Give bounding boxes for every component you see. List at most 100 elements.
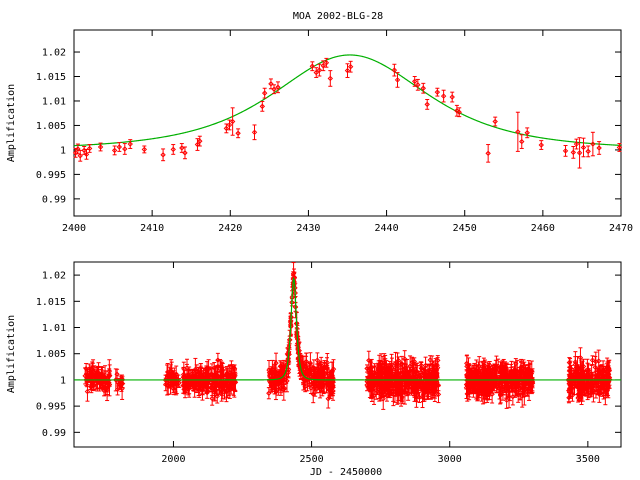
bottom-data-point: [308, 382, 314, 395]
bottom-ytick-label: 0.995: [36, 402, 66, 413]
top-ytick-label: 1: [60, 145, 66, 156]
top-ytick-label: 1.02: [42, 48, 66, 59]
top-data-point: [596, 141, 602, 155]
bottom-data-point: [606, 369, 613, 386]
top-model-curve: [73, 54, 622, 147]
bottom-xtick-label: 3000: [438, 454, 462, 465]
top-panel: 0.99 0.995 1 1.005 1.01 1.015 1.02 2400 2410 2420…: [6, 29, 633, 234]
bottom-data-point: [395, 356, 402, 365]
top-data-point: [485, 144, 491, 163]
bottom-data-point: [170, 370, 177, 393]
top-data-point: [75, 143, 81, 155]
top-data-point: [127, 139, 133, 149]
top-data-point: [538, 140, 545, 150]
bottom-data-point: [422, 378, 428, 401]
bottom-data-point: [369, 375, 375, 386]
top-xtick-label: 2440: [375, 223, 399, 234]
top-ytick-label: 1.01: [42, 96, 66, 107]
top-data-point: [492, 116, 498, 127]
bottom-data-point: [593, 351, 599, 372]
bottom-data-point: [228, 376, 234, 390]
bottom-data-point: [571, 377, 578, 396]
top-data-point: [323, 57, 330, 68]
bottom-data-point: [589, 355, 596, 366]
top-data-point: [580, 137, 587, 158]
chart-title: MOA 2002-BLG-28: [293, 11, 383, 22]
bottom-data-point: [512, 374, 519, 397]
bottom-model-curve: [74, 276, 621, 381]
top-data-point: [229, 107, 236, 136]
top-data-point: [275, 81, 281, 94]
top-data-point: [111, 145, 118, 156]
bottom-xtick-label: 2500: [300, 454, 324, 465]
bottom-data-point: [314, 374, 320, 387]
top-data-point: [313, 67, 319, 78]
top-data-point: [77, 149, 83, 162]
bottom-ytick-label: 1: [60, 375, 66, 386]
top-data-point: [524, 127, 530, 139]
top-data-point: [309, 61, 316, 72]
top-data-point: [271, 84, 277, 95]
top-data-point: [182, 146, 188, 160]
top-data-point: [456, 107, 462, 118]
top-data-point: [259, 100, 266, 112]
top-data-point: [449, 91, 455, 103]
top-data-point: [394, 72, 401, 88]
top-data-point: [576, 137, 583, 169]
bottom-data-point: [518, 358, 524, 376]
bottom-data-point: [278, 380, 284, 396]
bottom-data-point: [601, 366, 607, 375]
bottom-data-point: [428, 383, 434, 395]
top-data-point: [347, 60, 354, 73]
bottom-data-point: [408, 377, 415, 396]
bottom-data-point: [214, 365, 221, 386]
bottom-data-point: [508, 370, 515, 378]
top-xtick-label: 2450: [453, 223, 477, 234]
top-data-point: [179, 143, 185, 153]
top-data-point: [411, 76, 418, 87]
bottom-xtick-label: 2000: [161, 454, 185, 465]
bottom-ytick-label: 1.005: [36, 349, 66, 360]
top-xtick-label: 2430: [296, 223, 320, 234]
bottom-data-point: [422, 356, 429, 375]
bottom-data-point: [407, 355, 413, 377]
top-data-point: [86, 144, 93, 153]
bottom-data-point: [195, 377, 202, 387]
top-plot-area: [73, 29, 622, 217]
top-data-point: [515, 111, 521, 152]
top-data-point: [344, 63, 351, 78]
bottom-data-point: [369, 389, 375, 402]
bottom-data-point: [464, 375, 470, 395]
top-data-point: [223, 123, 230, 134]
bottom-data-point: [431, 372, 438, 393]
bottom-data-point: [418, 361, 425, 370]
bottom-data-point: [219, 361, 225, 383]
top-data-point: [141, 145, 148, 154]
top-xtick-label: 2470: [609, 223, 633, 234]
top-data-point: [420, 82, 427, 94]
bottom-data-points: [82, 262, 613, 410]
top-data-point: [434, 87, 441, 97]
top-data-point: [316, 63, 323, 77]
bottom-data-point: [569, 388, 576, 402]
bottom-data-point: [99, 375, 105, 390]
bottom-data-point: [435, 355, 441, 366]
bottom-xtick-label: 3500: [576, 454, 600, 465]
bottom-data-point: [102, 371, 108, 385]
bottom-data-point: [577, 383, 583, 394]
bottom-data-point: [388, 353, 395, 376]
top-data-point: [170, 144, 176, 155]
top-data-point: [415, 78, 421, 91]
top-data-point: [235, 128, 241, 139]
top-data-point: [424, 99, 430, 110]
top-data-point: [391, 63, 398, 77]
top-ytick-label: 0.99: [42, 194, 66, 205]
bottom-data-point: [584, 385, 590, 394]
bottom-data-point: [303, 352, 310, 371]
top-data-point: [160, 148, 166, 162]
bottom-data-point: [182, 369, 188, 385]
top-xtick-label: 2400: [62, 223, 86, 234]
bottom-data-point: [214, 388, 220, 404]
top-data-point: [197, 135, 203, 147]
